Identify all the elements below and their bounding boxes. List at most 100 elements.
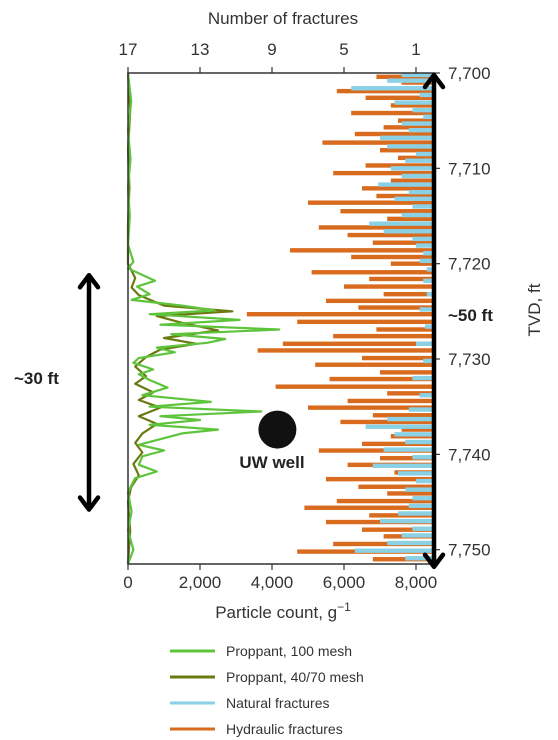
natural-fracture-bar [412, 236, 434, 242]
natural-fracture-bar [351, 86, 434, 91]
top-tick-label: 5 [339, 40, 348, 59]
hydraulic-fracture-bar [365, 95, 434, 100]
uw-well-marker [258, 410, 297, 449]
hydraulic-fracture-bar [390, 103, 434, 108]
bottom-tick-label: 0 [123, 573, 132, 592]
natural-fracture-bar [394, 100, 434, 105]
bottom-axis-ticks: 0 2,000 4,000 6,000 8,000 [123, 564, 437, 592]
span-right-arrow-head-bottom [422, 552, 446, 570]
hydraulic-fracture-bar [398, 155, 434, 161]
natural-fracture-bar [419, 258, 434, 264]
legend-label: Natural fractures [226, 695, 329, 711]
natural-fracture-bar [372, 463, 434, 468]
top-axis-ticks: 17 13 9 5 1 [119, 40, 421, 73]
right-tick-label: 7,700 [448, 64, 491, 83]
hydraulic-fracture-bar [351, 110, 434, 116]
natural-fracture-bar [416, 478, 434, 484]
bottom-axis-title: Particle count, g−1 [215, 600, 351, 622]
hydraulic-fracture-bar [358, 305, 434, 310]
legend: Proppant, 100 mesh Proppant, 40/70 mesh Na… [170, 643, 364, 737]
proppant-100-mesh-line [126, 72, 281, 565]
hydraulic-fracture-bar [390, 261, 434, 266]
proppant-lines [126, 72, 281, 565]
bottom-axis-title-main: Particle count, g [215, 603, 337, 622]
right-tick-label: 7,730 [448, 350, 491, 369]
hydraulic-fracture-bar [369, 276, 434, 282]
hydraulic-fracture-bar [380, 370, 434, 375]
right-tick-label: 7,710 [448, 159, 491, 178]
natural-fracture-bar [401, 121, 434, 126]
natural-fracture-bar [412, 204, 434, 209]
natural-fracture-bar [401, 72, 434, 78]
right-tick-label: 7,740 [448, 445, 491, 464]
hydraulic-fracture-bar [297, 319, 434, 325]
hydraulic-fracture-bar [304, 505, 434, 510]
hydraulic-fracture-bar [383, 291, 434, 297]
natural-fracture-bar [423, 250, 434, 256]
span-left-arrow-head-bottom [77, 495, 101, 512]
hydraulic-fracture-bar [333, 333, 434, 339]
hydraulic-fracture-bar [329, 376, 434, 382]
natural-fracture-bar [394, 196, 434, 202]
natural-fracture-bar [380, 135, 434, 141]
hydraulic-fracture-bar [376, 193, 434, 199]
top-tick-label: 9 [267, 40, 276, 59]
hydraulic-fracture-bar [340, 419, 434, 425]
natural-fracture-bar [412, 375, 434, 381]
hydraulic-fracture-bar [326, 298, 434, 304]
span-right-label: ~50 ft [448, 306, 493, 325]
natural-fracture-bar [423, 278, 434, 284]
natural-fracture-bar [354, 548, 434, 553]
natural-fracture-bar [380, 518, 434, 524]
natural-fracture-bar [416, 151, 434, 157]
hydraulic-fracture-bar [380, 455, 434, 461]
natural-fracture-bar [401, 533, 434, 538]
bottom-tick-label: 4,000 [251, 573, 294, 592]
natural-fracture-bar [416, 243, 434, 248]
top-axis-title: Number of fractures [208, 9, 358, 28]
hydraulic-fracture-bar [308, 200, 434, 205]
hydraulic-fracture-bar [282, 341, 434, 346]
natural-fracture-bar [387, 416, 434, 422]
natural-fracture-bar [369, 221, 434, 226]
annotations: ~30 ft ~50 ft UW well [14, 72, 493, 570]
hydraulic-fracture-bar [362, 355, 434, 361]
right-tick-label: 7,750 [448, 541, 491, 560]
hydraulic-fracture-bar [347, 232, 434, 238]
natural-fracture-bar [383, 229, 434, 234]
natural-fracture-bar [426, 267, 434, 272]
natural-fracture-bar [405, 487, 434, 492]
hydraulic-fracture-bar [401, 427, 434, 432]
top-tick-label: 13 [191, 40, 210, 59]
hydraulic-fracture-bar [333, 170, 434, 176]
uw-well-label: UW well [239, 453, 304, 472]
natural-fracture-bar [426, 291, 434, 297]
natural-fracture-bar [401, 173, 434, 179]
natural-fracture-bar [412, 496, 434, 501]
natural-fracture-bar [423, 114, 434, 120]
natural-fracture-bar [408, 503, 434, 509]
hydraulic-fracture-bar [372, 557, 434, 562]
natural-fracture-bar [394, 432, 434, 437]
natural-fracture-bar [408, 128, 434, 133]
bottom-tick-label: 8,000 [395, 573, 438, 592]
fracture-bars [246, 72, 434, 562]
natural-fracture-bar [425, 324, 434, 329]
natural-fracture-bar [378, 182, 434, 187]
hydraulic-fracture-bar [275, 384, 434, 389]
hydraulic-fracture-bar [358, 484, 434, 489]
right-axis-title: TVD, ft [525, 283, 544, 336]
natural-fracture-bar [405, 439, 434, 445]
bottom-axis-title-sup: −1 [337, 600, 351, 614]
hydraulic-fracture-bar [365, 163, 434, 168]
hydraulic-fracture-bar [257, 348, 434, 353]
natural-fracture-bar [416, 341, 434, 346]
hydraulic-fracture-bar [372, 240, 434, 245]
hydraulic-fracture-bar [308, 405, 434, 410]
span-right-arrow-head-top [422, 72, 446, 90]
legend-label: Hydraulic fractures [226, 721, 343, 737]
natural-fracture-bar [419, 307, 434, 312]
hydraulic-fracture-bar [246, 312, 434, 317]
natural-fracture-bar [405, 158, 434, 163]
hydraulic-fracture-bar [347, 398, 434, 404]
